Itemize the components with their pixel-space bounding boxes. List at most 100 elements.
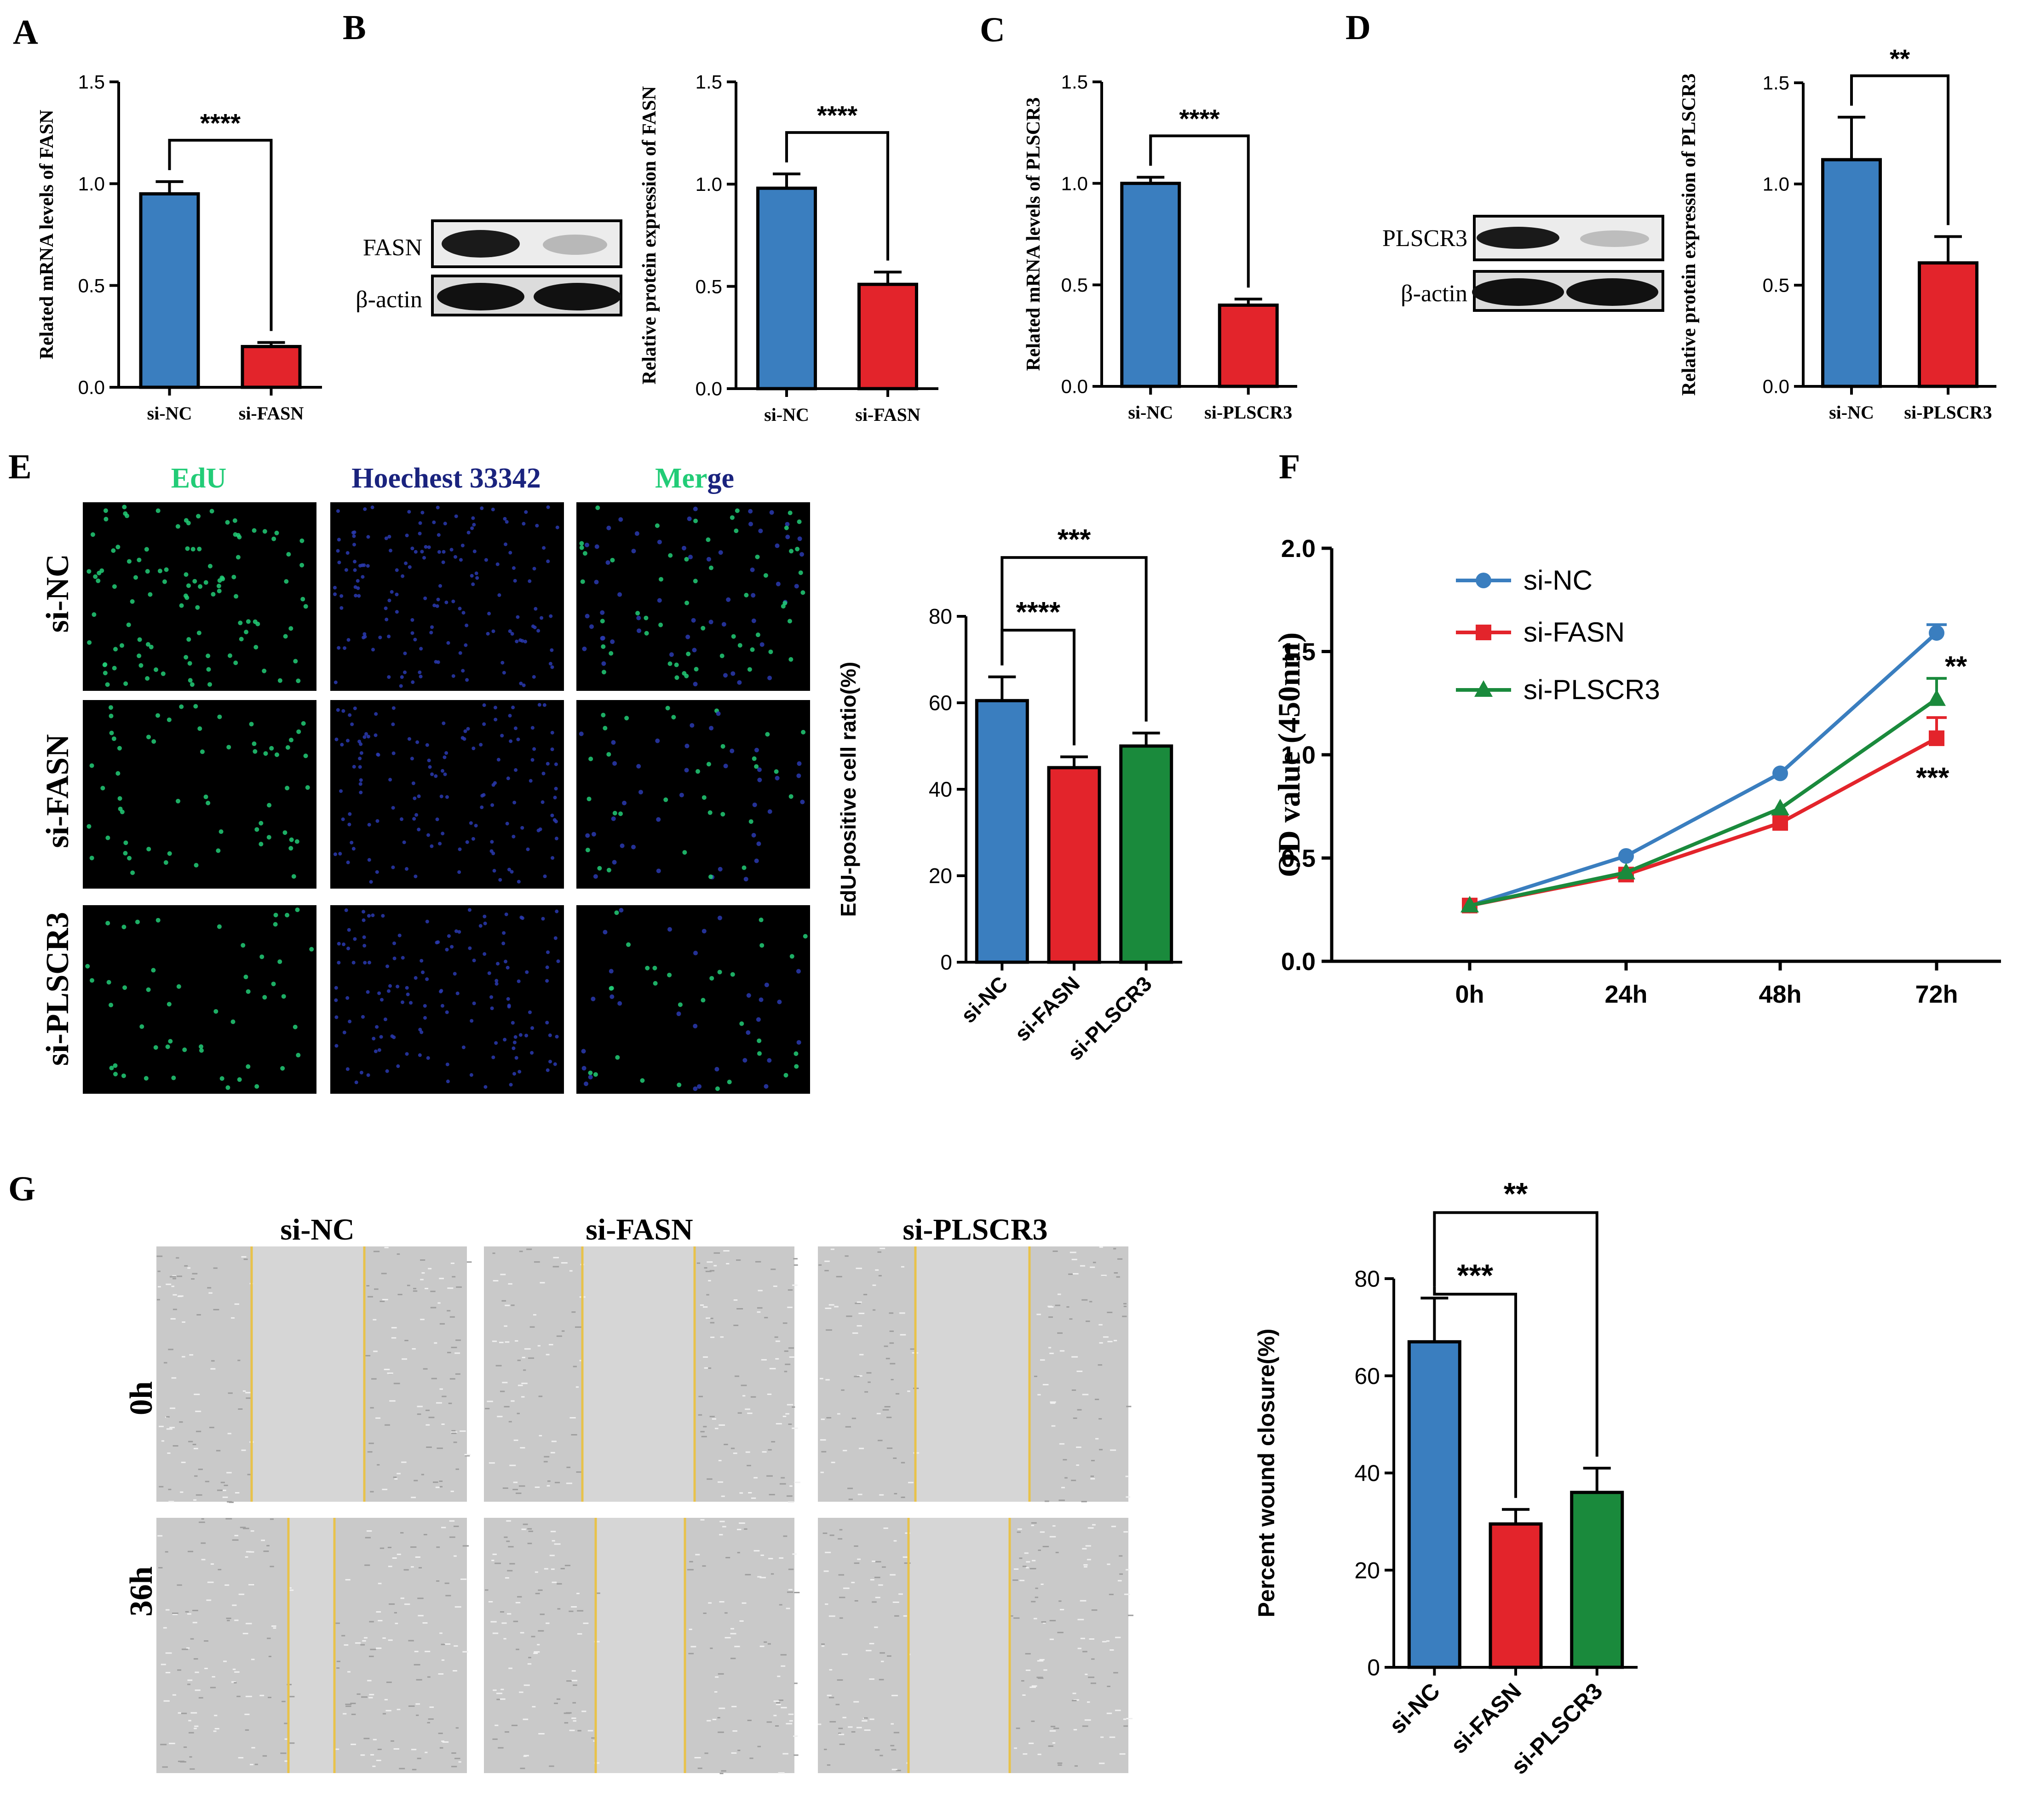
- cell-nucleus: [708, 874, 713, 879]
- cell-nucleus: [367, 960, 371, 965]
- cell-texture: [493, 1689, 497, 1691]
- cell-nucleus: [89, 978, 94, 983]
- cell-texture: [718, 1731, 724, 1733]
- cell-nucleus: [243, 975, 248, 980]
- cell-nucleus: [385, 1069, 389, 1073]
- cell-nucleus: [151, 968, 156, 973]
- cell-nucleus: [405, 1052, 409, 1056]
- cell-nucleus: [461, 611, 466, 615]
- cell-nucleus: [426, 1056, 430, 1060]
- cell-texture: [854, 1562, 860, 1564]
- cell-nucleus: [624, 716, 629, 721]
- cell-texture: [789, 1485, 793, 1487]
- cell-texture: [1049, 1730, 1056, 1732]
- cell-texture: [747, 1719, 752, 1721]
- cell-nucleus: [345, 739, 350, 743]
- panel-label-E: E: [8, 448, 32, 486]
- cell-nucleus: [400, 675, 404, 679]
- cell-texture: [427, 1722, 430, 1723]
- cell-texture: [417, 1597, 424, 1599]
- cell-nucleus: [145, 569, 150, 574]
- cell-texture: [788, 1347, 794, 1349]
- cell-nucleus: [138, 663, 144, 668]
- cell-texture: [781, 1707, 787, 1709]
- cell-nucleus: [413, 637, 417, 642]
- cell-texture: [246, 1551, 251, 1553]
- cell-texture: [451, 1752, 456, 1754]
- cell-nucleus: [509, 1083, 513, 1087]
- cell-nucleus: [146, 735, 151, 740]
- cell-texture: [569, 1270, 573, 1272]
- cell-texture: [749, 1757, 753, 1759]
- cell-nucleus: [606, 525, 611, 530]
- bar-si-plscr3: [1570, 1491, 1624, 1669]
- cell-nucleus: [92, 612, 97, 617]
- cell-texture: [201, 1542, 206, 1544]
- cell-texture: [707, 1261, 713, 1263]
- cell-texture: [518, 1485, 525, 1487]
- cell-nucleus: [363, 961, 367, 965]
- cell-texture: [259, 1694, 264, 1696]
- cell-texture: [1035, 1596, 1038, 1598]
- cell-nucleus: [211, 592, 216, 597]
- cell-texture: [1049, 1536, 1056, 1538]
- cell-texture: [1071, 1356, 1078, 1358]
- cell-nucleus: [390, 1034, 394, 1038]
- cell-texture: [196, 1494, 202, 1496]
- cell-nucleus: [609, 969, 614, 974]
- cell-nucleus: [754, 747, 759, 752]
- cell-nucleus: [232, 518, 237, 523]
- cell-texture: [773, 1700, 779, 1702]
- cell-texture: [418, 1567, 422, 1569]
- cell-nucleus: [491, 1055, 495, 1059]
- cell-texture: [190, 1768, 195, 1770]
- cell-nucleus: [644, 631, 649, 636]
- cell-nucleus: [498, 878, 502, 882]
- cell-texture: [573, 1720, 576, 1722]
- cell-nucleus: [113, 647, 118, 652]
- marker-point: [1929, 730, 1944, 746]
- y-tick-label: 0.5: [1763, 275, 1789, 296]
- cell-nucleus: [581, 1049, 586, 1054]
- wound-image: [484, 1246, 800, 1503]
- cell-texture: [710, 1322, 715, 1324]
- cell-nucleus: [465, 840, 469, 844]
- cell-texture: [351, 1744, 356, 1745]
- cell-texture: [864, 1729, 871, 1731]
- cell-texture: [1032, 1560, 1036, 1562]
- edu-image-grid: [83, 502, 810, 1094]
- cell-nucleus: [764, 982, 769, 988]
- cell-texture: [1123, 1725, 1128, 1727]
- cell-texture: [171, 1286, 174, 1287]
- cell-nucleus: [277, 959, 282, 964]
- cell-texture: [1073, 1729, 1077, 1731]
- cell-nucleus: [405, 867, 409, 871]
- cell-nucleus: [512, 1046, 516, 1051]
- cell-nucleus: [508, 714, 512, 718]
- cell-nucleus: [579, 545, 584, 550]
- cell-texture: [198, 1697, 203, 1699]
- cell-texture: [899, 1312, 905, 1314]
- significance-label: **: [1890, 45, 1910, 74]
- cell-texture: [767, 1643, 771, 1645]
- cell-texture: [1017, 1531, 1021, 1533]
- cell-nucleus: [387, 675, 391, 679]
- cell-nucleus: [192, 579, 197, 584]
- cell-nucleus: [266, 835, 271, 840]
- cell-texture: [538, 1733, 545, 1734]
- cell-texture: [719, 1521, 725, 1522]
- cell-texture: [704, 1367, 708, 1369]
- cell-texture: [708, 1280, 711, 1281]
- cell-texture: [910, 1348, 915, 1350]
- cell-texture: [557, 1608, 561, 1610]
- cell-texture: [344, 1644, 349, 1646]
- cell-nucleus: [231, 574, 236, 580]
- cell-texture: [560, 1567, 565, 1569]
- cell-nucleus: [714, 1067, 719, 1072]
- cell-texture: [504, 1406, 510, 1407]
- cell-nucleus: [190, 547, 196, 552]
- y-tick-label: 0.0: [696, 378, 722, 400]
- cell-texture: [732, 1730, 737, 1732]
- cell-nucleus: [391, 722, 395, 726]
- cell-nucleus: [601, 644, 606, 649]
